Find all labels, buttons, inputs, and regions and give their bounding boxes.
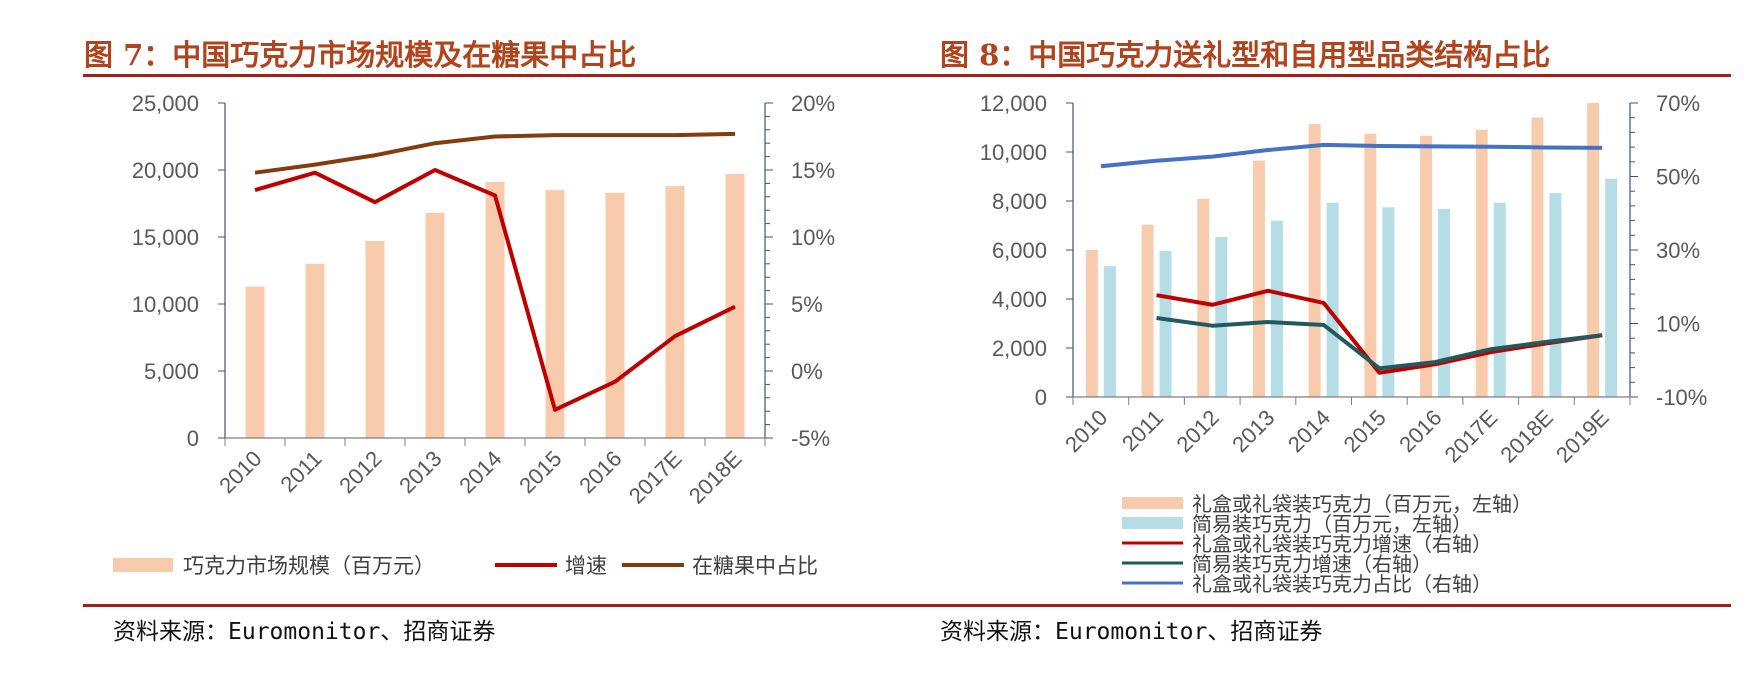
left-tick-label: 25,000 xyxy=(132,91,199,116)
left-tick-label: 4,000 xyxy=(992,287,1047,312)
bar-2014 xyxy=(1308,124,1321,397)
right-tick-label: 50% xyxy=(1656,165,1700,190)
figure-7-title: 图 7：中国巧克力市场规模及在糖果中占比 xyxy=(84,38,637,72)
legend-label: 礼盒或礼袋装巧克力增速（右轴） xyxy=(1192,532,1492,556)
bar-2014 xyxy=(485,182,505,438)
x-tick-label: 2015 xyxy=(514,446,566,498)
source-rule-right xyxy=(880,604,1731,607)
x-tick-label: 2014 xyxy=(454,446,506,498)
series-line xyxy=(254,168,736,412)
left-tick-label: 6,000 xyxy=(992,238,1047,263)
title-rule-right xyxy=(880,74,1731,77)
right-tick-label: 10% xyxy=(791,225,835,250)
left-tick-label: 12,000 xyxy=(980,91,1047,116)
x-tick-label: 2019E xyxy=(1551,405,1614,468)
legend-label: 礼盒或礼袋装巧克力占比（右轴） xyxy=(1192,572,1492,596)
right-tick-label: 15% xyxy=(791,158,835,183)
bar-2015 xyxy=(1364,133,1377,397)
bar-2016 xyxy=(605,192,625,438)
left-tick-label: 0 xyxy=(1035,385,1047,410)
legend-label: 礼盒或礼袋装巧克力（百万元，左轴） xyxy=(1192,492,1532,516)
x-tick-label: 2010 xyxy=(1060,405,1112,457)
legend-swatch xyxy=(113,558,173,572)
x-tick-label: 2011 xyxy=(1117,405,1168,456)
right-tick-label: 5% xyxy=(791,292,823,317)
bar-2018E xyxy=(1531,117,1544,397)
legend-label: 在糖果中占比 xyxy=(692,554,818,578)
bar-2016 xyxy=(1438,208,1451,397)
left-tick-label: 10,000 xyxy=(980,140,1047,165)
x-tick-label: 2018E xyxy=(684,446,747,509)
bar-2011 xyxy=(1141,224,1154,397)
left-tick-label: 15,000 xyxy=(132,225,199,250)
legend-label: 简易装巧克力增速（右轴） xyxy=(1192,552,1432,576)
right-tick-label: 30% xyxy=(1656,238,1700,263)
bar-2016 xyxy=(1420,135,1433,397)
right-tick-label: 10% xyxy=(1656,312,1700,337)
bar-2013 xyxy=(1270,220,1283,397)
series-line xyxy=(1100,142,1603,169)
x-tick-label: 2017E xyxy=(624,446,687,509)
bar-2012 xyxy=(1215,237,1228,397)
series-line xyxy=(254,131,736,175)
bar-2019E xyxy=(1605,178,1618,397)
bar-2019E xyxy=(1587,103,1600,397)
x-tick-label: 2014 xyxy=(1283,405,1335,457)
legend-label: 巧克力市场规模（百万元） xyxy=(183,554,435,578)
legend-label: 增速 xyxy=(565,554,607,578)
bar-2012 xyxy=(1197,198,1210,397)
figure-8-source: 资料来源：Euromonitor、招商证券 xyxy=(940,619,1323,645)
bar-2010 xyxy=(245,286,265,438)
bar-2011 xyxy=(305,263,325,438)
bar-2013 xyxy=(425,212,445,438)
bar-2010 xyxy=(1085,250,1098,397)
bar-2017E xyxy=(665,186,685,438)
left-tick-label: 0 xyxy=(187,426,199,451)
right-tick-label: 20% xyxy=(791,91,835,116)
x-tick-label: 2013 xyxy=(1227,405,1279,457)
x-tick-label: 2015 xyxy=(1339,405,1391,457)
bar-2013 xyxy=(1252,160,1265,397)
right-tick-label: -5% xyxy=(791,426,830,451)
x-tick-label: 2017E xyxy=(1440,405,1503,468)
left-tick-label: 2,000 xyxy=(992,336,1047,361)
bar-2011 xyxy=(1159,250,1172,397)
bar-2010 xyxy=(1103,266,1116,397)
bar-2018E xyxy=(1549,193,1562,397)
figure-7-source: 资料来源：Euromonitor、招商证券 xyxy=(113,619,496,645)
left-tick-label: 20,000 xyxy=(132,158,199,183)
x-tick-label: 2010 xyxy=(214,446,266,498)
bar-2015 xyxy=(1382,207,1395,397)
left-tick-label: 10,000 xyxy=(132,292,199,317)
bar-2017E xyxy=(1493,202,1506,397)
x-tick-label: 2012 xyxy=(334,446,386,498)
x-tick-label: 2011 xyxy=(275,446,326,497)
x-tick-label: 2018E xyxy=(1495,405,1558,468)
title-rule-left xyxy=(83,74,880,77)
x-tick-label: 2016 xyxy=(574,446,626,498)
bar-2014 xyxy=(1326,202,1339,397)
legend-swatch xyxy=(1122,497,1183,509)
source-rule-left xyxy=(83,604,880,607)
bar-2017E xyxy=(1475,129,1488,397)
x-tick-label: 2012 xyxy=(1171,405,1223,457)
x-tick-label: 2013 xyxy=(394,446,446,498)
left-tick-label: 5,000 xyxy=(144,359,199,384)
bar-2018E xyxy=(725,174,745,438)
x-tick-label: 2016 xyxy=(1394,405,1446,457)
left-tick-label: 8,000 xyxy=(992,189,1047,214)
right-tick-label: 0% xyxy=(791,359,823,384)
series-line xyxy=(1156,316,1603,371)
right-tick-label: -10% xyxy=(1656,385,1707,410)
bar-2015 xyxy=(545,190,565,438)
bar-2012 xyxy=(365,241,385,438)
figure-8-title: 图 8：中国巧克力送礼型和自用型品类结构占比 xyxy=(940,38,1551,72)
legend-label: 简易装巧克力（百万元，左轴） xyxy=(1192,512,1472,536)
legend-swatch xyxy=(1122,517,1183,529)
right-tick-label: 70% xyxy=(1656,91,1700,116)
